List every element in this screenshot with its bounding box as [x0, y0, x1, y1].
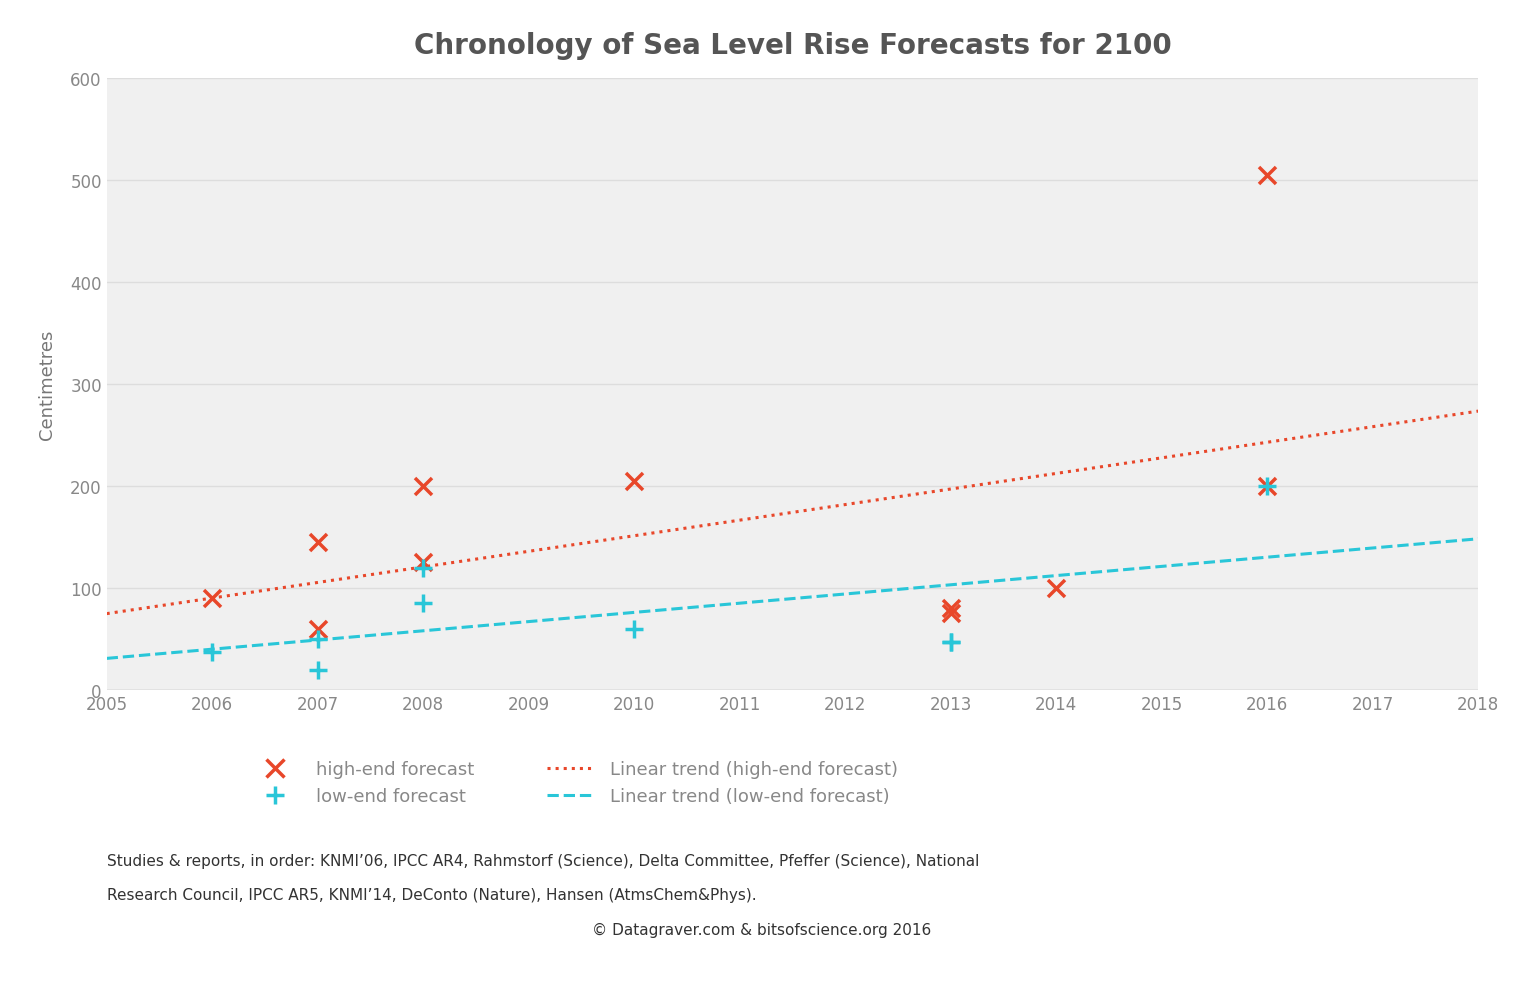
Point — [411, 560, 436, 576]
Point — [1044, 581, 1068, 597]
Y-axis label: Centimetres: Centimetres — [38, 329, 56, 440]
Point — [200, 645, 224, 661]
Point — [305, 662, 329, 677]
Point — [1256, 478, 1280, 494]
Text: Research Council, IPCC AR5, KNMI’14, DeConto (Nature), Hansen (AtmsChem&Phys).: Research Council, IPCC AR5, KNMI’14, DeC… — [107, 887, 756, 902]
Point — [411, 596, 436, 611]
Point — [939, 634, 963, 650]
Point — [200, 591, 224, 606]
Point — [622, 473, 646, 489]
Point — [939, 634, 963, 650]
Point — [1256, 168, 1280, 183]
Point — [939, 605, 963, 622]
Point — [1256, 478, 1280, 494]
Text: © Datagraver.com & bitsofscience.org 2016: © Datagraver.com & bitsofscience.org 201… — [593, 922, 931, 937]
Point — [305, 534, 329, 550]
Point — [411, 555, 436, 571]
Point — [411, 478, 436, 494]
Text: Studies & reports, in order: KNMI’06, IPCC AR4, Rahmstorf (Science), Delta Commi: Studies & reports, in order: KNMI’06, IP… — [107, 853, 978, 868]
Point — [622, 621, 646, 637]
Title: Chronology of Sea Level Rise Forecasts for 2100: Chronology of Sea Level Rise Forecasts f… — [413, 32, 1172, 60]
Legend: high-end forecast, low-end forecast, Linear trend (high-end forecast), Linear tr: high-end forecast, low-end forecast, Lin… — [253, 760, 898, 806]
Point — [305, 621, 329, 637]
Point — [305, 631, 329, 647]
Point — [939, 600, 963, 616]
